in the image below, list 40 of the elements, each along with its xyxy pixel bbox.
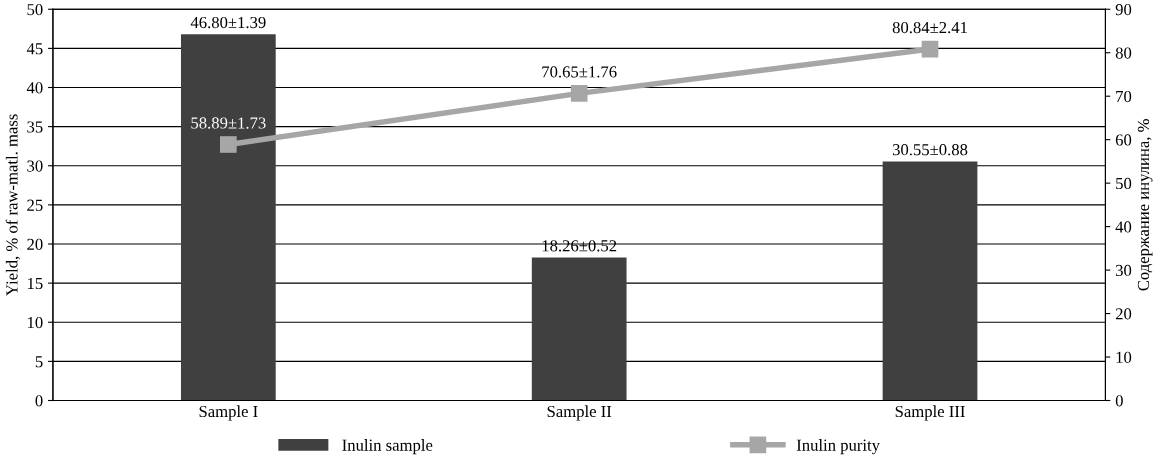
y-tick-label: 35 [27, 121, 43, 133]
y-tick-label: 25 [27, 199, 43, 211]
y-tick-label: 30 [27, 160, 43, 172]
y-tick-label: 45 [26, 43, 43, 55]
y-tick-label: 15 [28, 277, 43, 290]
bar [180, 34, 276, 401]
y2-tick-label: 20 [1115, 308, 1132, 320]
y2-tick-label: 50 [1116, 177, 1132, 190]
y2-axis-title: Содержание инулина, % [1137, 119, 1153, 291]
data-label: 46.80±1.39 [190, 16, 266, 29]
y-tick-label: 40 [26, 82, 43, 94]
y2-tick-label: 90 [1115, 3, 1132, 16]
y2-tick-label: 70 [1116, 90, 1132, 103]
y2-tick-label: 40 [1115, 221, 1132, 233]
x-tick-label: Sample I [199, 405, 258, 421]
point [921, 40, 939, 58]
y-tick-label: 5 [35, 356, 43, 368]
data-label: 30.55±0.88 [892, 144, 968, 156]
y2-tick-label: 0 [1115, 395, 1123, 407]
y2-tick-label: 80 [1115, 47, 1132, 59]
bar [531, 257, 627, 401]
y-tick-label: 50 [27, 3, 43, 16]
x-tick-label: Sample II [547, 405, 612, 421]
y2-tick-label: 60 [1115, 134, 1132, 146]
data-label: 18.26±0.52 [542, 240, 617, 252]
y-tick-label: 10 [28, 316, 43, 329]
data-label: 80.84±2.41 [892, 21, 967, 34]
data-label: 58.89±1.73 [191, 117, 266, 129]
legend-label: Inulin sample [342, 439, 433, 455]
y2-tick-label: 10 [1116, 351, 1132, 363]
y-tick-label: 0 [35, 395, 43, 407]
x-tick-label: Sample III [895, 405, 965, 421]
point [220, 136, 237, 153]
legend-label: Inulin purity [796, 439, 880, 455]
y-axis-title: Yield, % of raw-matl. mass [5, 114, 20, 296]
y2-tick-label: 30 [1115, 264, 1132, 277]
data-label: 70.65±1.76 [542, 66, 617, 78]
bar [882, 161, 978, 401]
point [570, 85, 588, 102]
y-tick-label: 20 [27, 238, 43, 250]
